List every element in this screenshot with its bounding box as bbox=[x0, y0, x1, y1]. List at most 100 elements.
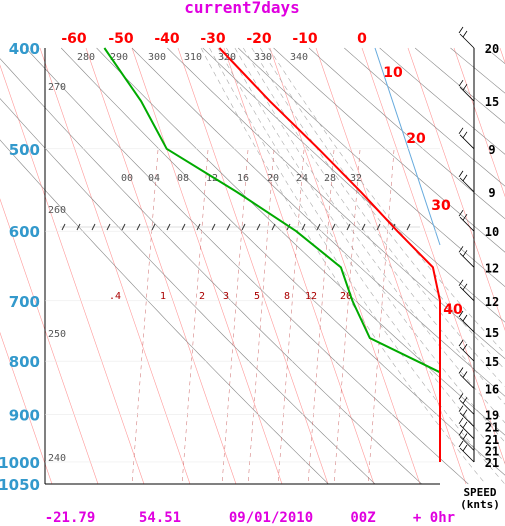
moist-adiabat-5 bbox=[243, 47, 505, 405]
dry-adiabat-290 bbox=[131, 47, 505, 397]
wind-barb-1000 bbox=[458, 440, 475, 463]
isotherm-20 bbox=[453, 47, 505, 198]
pressure-label-800: 800 bbox=[9, 353, 40, 371]
wind-barb-450 bbox=[458, 79, 475, 102]
hatch-mark bbox=[256, 223, 261, 231]
wind-barb-925 bbox=[458, 405, 475, 427]
wind-barb-550 bbox=[458, 170, 475, 193]
theta-label-290: 290 bbox=[110, 52, 128, 63]
mixing-label-5: 5 bbox=[254, 291, 260, 302]
hatch-mark bbox=[346, 223, 351, 231]
dry-adiabat-250 bbox=[0, 58, 422, 485]
pressure-label-500: 500 bbox=[9, 141, 40, 159]
mixing-label-12: 12 bbox=[206, 173, 218, 184]
wind-speed-label-975: 21 bbox=[485, 445, 499, 459]
pressure-label-400: 400 bbox=[9, 40, 40, 58]
theta-label-280: 280 bbox=[77, 52, 95, 63]
wind-barb-650 bbox=[458, 246, 475, 268]
mixing-label-00: 00 bbox=[121, 173, 133, 184]
isotherm--60 bbox=[85, 47, 237, 485]
moist-adiabat-6 bbox=[251, 47, 505, 387]
temp-label-0: 0 bbox=[357, 31, 367, 47]
pressure-label-900: 900 bbox=[9, 406, 40, 424]
mixing-label-24: 24 bbox=[296, 173, 308, 184]
moist-adiabat-0 bbox=[200, 47, 486, 485]
hatch-mark bbox=[301, 223, 306, 231]
tropopause-hatch-marks bbox=[61, 223, 411, 231]
wind-speed-label-400: 20 bbox=[485, 42, 499, 56]
dry-adiabat-260 bbox=[25, 47, 469, 485]
wind-barb-800 bbox=[458, 339, 475, 362]
wind-barb-975 bbox=[458, 429, 475, 451]
mixing-label-20b: 20 bbox=[340, 291, 352, 302]
moist-adiabat-4 bbox=[234, 47, 505, 424]
chart-title: current7days bbox=[184, 0, 300, 17]
mixing-ratio-line-5 bbox=[307, 149, 335, 485]
moist-adiabat-2 bbox=[217, 47, 505, 464]
wind-speed-label-950: 21 bbox=[485, 433, 499, 447]
footer-hour: 00Z bbox=[350, 510, 375, 526]
hatch-mark bbox=[376, 223, 381, 231]
mixing-label-12b: 12 bbox=[305, 291, 317, 302]
wind-barb-900 bbox=[458, 393, 475, 415]
moist-adiabat-7 bbox=[259, 47, 505, 371]
hatch-mark bbox=[61, 223, 66, 231]
footer-lon: 54.51 bbox=[139, 510, 181, 526]
hatch-mark bbox=[76, 223, 81, 231]
hatch-mark bbox=[196, 223, 201, 231]
wind-barb-750 bbox=[458, 310, 475, 333]
footer-forecast: + 0hr bbox=[413, 510, 455, 526]
hatch-mark bbox=[151, 223, 156, 231]
hatch-mark bbox=[121, 223, 126, 231]
temp-label-30: 30 bbox=[431, 198, 451, 214]
wind-speed-label-800: 15 bbox=[485, 355, 499, 369]
mixing-label-28: 28 bbox=[324, 173, 336, 184]
theta-label-260: 260 bbox=[48, 205, 66, 216]
temp-label-m30: -30 bbox=[200, 31, 226, 47]
footer-date: 09/01/2010 bbox=[229, 510, 313, 526]
moist-adiabat-lines bbox=[200, 47, 505, 485]
freezing-edge-line bbox=[374, 47, 441, 246]
isotherm--20 bbox=[269, 47, 421, 485]
hatch-mark bbox=[181, 223, 186, 231]
hatch-mark bbox=[331, 223, 336, 231]
theta-label-300: 300 bbox=[148, 52, 166, 63]
mixing-ratio-line-3 bbox=[247, 149, 275, 485]
theta-label-240: 240 bbox=[48, 453, 66, 464]
mixing-label-p4: .4 bbox=[109, 291, 121, 302]
mixing-label-20: 20 bbox=[267, 173, 279, 184]
dry-adiabat-230 bbox=[0, 139, 329, 485]
mixing-ratio-line-2 bbox=[221, 149, 249, 485]
isotherm--40 bbox=[177, 47, 329, 485]
isotherm--100 bbox=[0, 331, 53, 485]
temp-label-m20: -20 bbox=[246, 31, 272, 47]
wind-speed-label-900: 19 bbox=[485, 408, 499, 422]
mixing-label-08: 08 bbox=[177, 173, 189, 184]
hatch-mark bbox=[316, 223, 321, 231]
theta-label-320: 320 bbox=[218, 52, 236, 63]
wind-barb-950 bbox=[458, 417, 475, 440]
isotherm-0 bbox=[361, 47, 505, 465]
hatch-mark bbox=[91, 223, 96, 231]
mixing-label-2: 2 bbox=[199, 291, 205, 302]
hatch-mark bbox=[106, 223, 111, 231]
speed-label: SPEED bbox=[463, 486, 496, 499]
mixing-label-3: 3 bbox=[223, 291, 229, 302]
wind-speed-label-700: 12 bbox=[485, 295, 499, 309]
mixing-ratio-line-6 bbox=[333, 149, 361, 485]
wind-barb-850 bbox=[458, 367, 475, 389]
mixing-label-8: 8 bbox=[284, 291, 290, 302]
wind-speed-label-650: 12 bbox=[485, 261, 499, 275]
hatch-mark bbox=[361, 223, 366, 231]
dry-adiabat-300 bbox=[167, 47, 505, 360]
wind-barb-400 bbox=[458, 26, 475, 49]
moist-adiabat-1 bbox=[209, 47, 505, 485]
hatch-mark bbox=[211, 223, 216, 231]
theta-label-340: 340 bbox=[290, 52, 308, 63]
moist-adiabat-3 bbox=[226, 47, 505, 443]
theta-label-310: 310 bbox=[184, 52, 202, 63]
wind-speed-label-450: 15 bbox=[485, 95, 499, 109]
mixing-label-32: 32 bbox=[350, 173, 362, 184]
